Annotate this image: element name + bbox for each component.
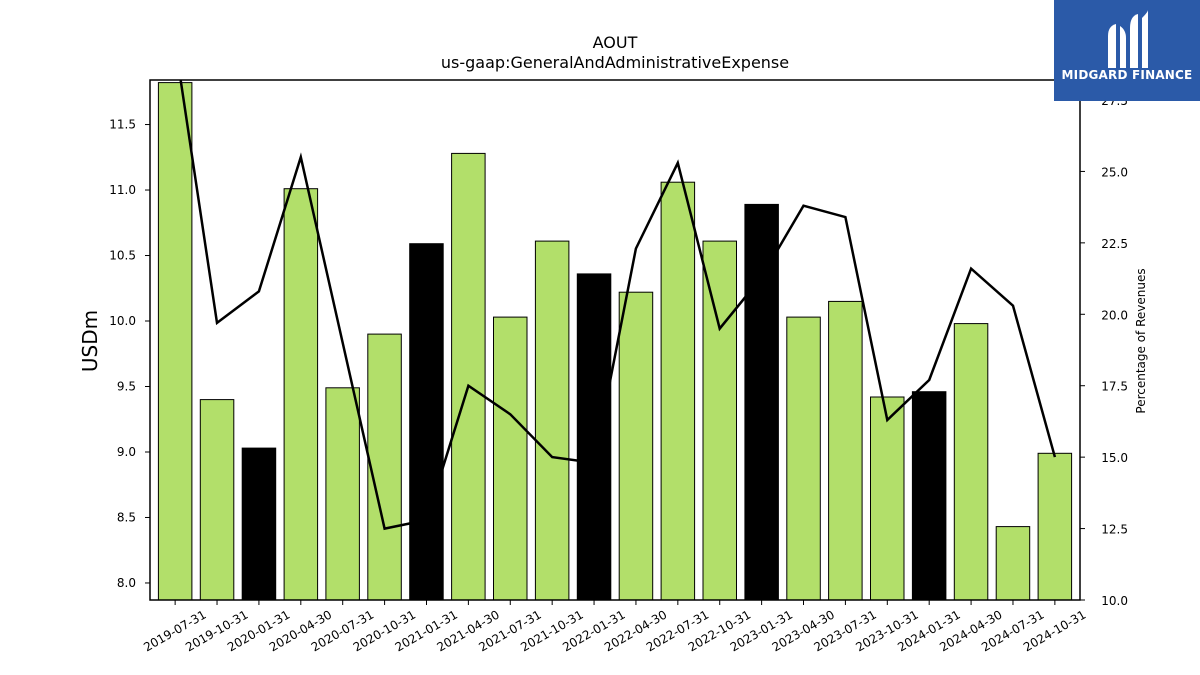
y-axis-label: USDm [78,310,102,372]
bar [660,181,696,601]
bar [576,273,612,601]
bar [702,240,737,601]
y2-tick-label: 12.5 [1101,523,1128,537]
bar [241,447,277,601]
chart-title: AOUT [593,33,638,52]
bar [1037,452,1073,601]
y2-tick-label: 10.0 [1101,594,1128,608]
y-tick-label: 11.0 [109,183,136,197]
y-tick-label: 11.5 [109,118,136,132]
bar [828,300,863,601]
y2-tick-label: 22.5 [1101,237,1128,251]
bar [409,243,444,601]
bar [283,188,319,601]
y2-tick-label: 17.5 [1101,380,1128,394]
series-line [179,80,1057,531]
bar [157,82,193,601]
bar [534,240,570,601]
y-tick-label: 8.0 [117,576,136,590]
bar [325,387,360,601]
y-tick-label: 10.0 [109,314,136,328]
bar [367,333,402,601]
chart-subtitle: us-gaap:GeneralAndAdministrativeExpense [441,53,789,72]
bar [870,396,905,601]
bar [953,323,989,601]
line-layer [179,80,1057,531]
brand-logo: MIDGARD FINANCE [1054,0,1200,101]
bar [786,316,821,601]
bar [995,526,1031,601]
y-tick-label: 8.5 [117,510,136,524]
bar [451,152,486,601]
brand-logo-mark-icon [1108,10,1148,68]
brand-logo-text: MIDGARD FINANCE [1061,68,1193,82]
y2-tick-label: 25.0 [1101,165,1128,179]
bars-layer [157,82,1073,601]
plot-frame [149,79,1081,601]
bar [493,316,528,601]
y2-tick-label: 20.0 [1101,308,1128,322]
y-tick-label: 10.5 [109,249,136,263]
bar [744,203,779,601]
y2-tick-label: 15.0 [1101,451,1128,465]
bar [911,391,947,601]
y2-axis-label: Percentage of Revenues [1134,268,1148,413]
bar [618,291,654,601]
y-tick-label: 9.0 [117,445,136,459]
bar [199,399,235,601]
y-tick-label: 9.5 [117,379,136,393]
